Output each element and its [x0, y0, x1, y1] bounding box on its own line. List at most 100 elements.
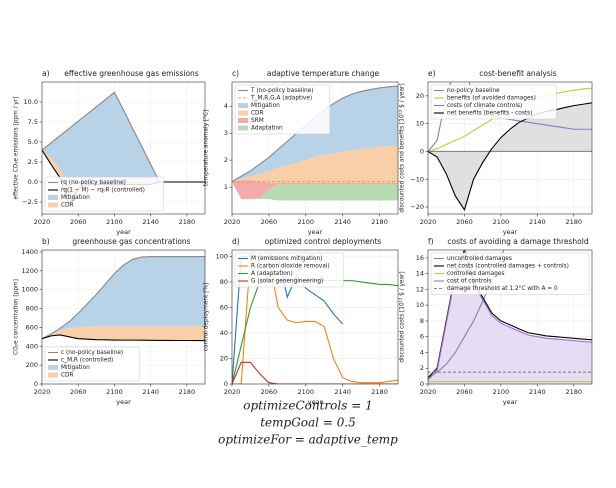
legend-box: [430, 252, 590, 295]
legend-label: net costs (controlled damages + controls…: [447, 264, 569, 270]
legend: M (emissions mitigation) R (carbon dioxid…: [234, 252, 344, 288]
area: [42, 92, 205, 182]
x-tick-label: 2020: [224, 218, 241, 226]
x-axis-label: year: [503, 398, 518, 406]
legend: c (no-policy baseline) c_M,R (controlled)…: [44, 346, 141, 382]
y-tick-label: 0: [34, 380, 38, 388]
axes-frame: [41, 249, 206, 385]
y-tick-label: −10: [410, 175, 424, 183]
legend-label: rq (no-policy baseline): [61, 180, 126, 186]
legend-label: M (emissions mitigation): [251, 256, 322, 262]
y-tick-label: 6: [420, 333, 424, 341]
x-tick-label: 2100: [493, 218, 510, 226]
y-tick-label: 100: [216, 252, 228, 260]
y-tick-label: 600: [26, 323, 38, 331]
legend-box: [234, 252, 344, 288]
line: [232, 361, 398, 384]
legend-label: Mitigation: [61, 365, 90, 371]
axes-frame: [231, 81, 399, 215]
panel-label: f): [428, 237, 434, 246]
y-tick-label: 40: [220, 329, 228, 337]
y-axis-label: temperature anomaly [°C]: [204, 110, 210, 187]
x-tick-label: 2100: [298, 388, 315, 396]
legend-swatch: [238, 110, 248, 116]
x-tick-label: 2020: [34, 218, 51, 226]
panel: a) effective greenhouse gas emissions year…: [14, 69, 206, 236]
y-tick-label: 10: [416, 301, 424, 309]
y-tick-label: 800: [26, 305, 38, 313]
x-tick-label: 2180: [179, 218, 196, 226]
panel-title: cost-benefit analysis: [479, 69, 557, 78]
area: [428, 102, 592, 210]
legend-label: Adaptation: [251, 126, 283, 132]
y-tick-label: 3: [224, 129, 228, 137]
legend-label: CDR: [251, 111, 264, 117]
area: [232, 180, 398, 200]
x-tick-label: 2100: [493, 388, 510, 396]
y-tick-label: 400: [26, 342, 38, 350]
legend-label: T_M,R,G,A (adaptive): [250, 96, 312, 102]
x-tick-label: 2060: [456, 388, 473, 396]
legend-label: R (carbon dioxide removal): [251, 264, 330, 270]
x-tick-label: 2140: [334, 218, 351, 226]
plot: [428, 82, 592, 212]
x-tick-label: 2140: [142, 218, 159, 226]
line: [428, 250, 505, 379]
legend-swatch: [48, 365, 58, 370]
legend-swatch: [238, 125, 248, 131]
x-tick-label: 2060: [261, 218, 278, 226]
x-tick-label: 2060: [456, 218, 473, 226]
panel-label: b): [42, 237, 50, 246]
y-tick-label: 7.5: [28, 118, 38, 126]
x-tick-label: 2180: [371, 388, 388, 396]
y-tick-label: 4: [224, 102, 228, 110]
legend-box: [44, 346, 141, 382]
x-axis-label: year: [308, 398, 323, 406]
y-tick-label: 5.0: [28, 138, 38, 146]
legend-label: Mitigation: [61, 195, 90, 201]
legend: uncontrolled damages net costs (controlle…: [430, 252, 590, 295]
y-tick-label: 0: [420, 147, 424, 155]
y-axis-label: control deployment [%]: [204, 283, 210, 351]
legend-label: cost of controls: [447, 279, 491, 285]
y-tick-label: 10.0: [24, 98, 38, 106]
panel-title: effective greenhouse gas emissions: [64, 69, 199, 78]
legend-label: no-policy baseline: [447, 88, 500, 94]
legend-swatch: [48, 372, 58, 378]
x-tick-label: 2140: [529, 218, 546, 226]
legend-label: benefits (of avoided damages): [447, 96, 536, 102]
y-tick-label: 1000: [21, 286, 38, 294]
x-axis-label: year: [116, 228, 131, 236]
x-tick-label: 2060: [70, 388, 87, 396]
line: [42, 256, 205, 340]
y-tick-label: 2: [420, 364, 424, 372]
legend-label: CDR: [61, 373, 74, 379]
legend-box: [430, 84, 557, 120]
y-tick-label: 8: [420, 317, 424, 325]
y-axis-label: discounted costs [10¹² $ / year]: [399, 271, 406, 362]
panel-label: c): [232, 69, 239, 78]
panel: d) optimized control deployments year contr…: [204, 237, 399, 406]
legend-label: CDR: [61, 203, 74, 209]
x-tick-label: 2180: [566, 218, 583, 226]
axes-frame: [41, 81, 206, 215]
plot: [42, 256, 205, 342]
area: [232, 145, 398, 184]
line: [428, 102, 592, 212]
legend-label: Mitigation: [251, 103, 280, 109]
x-tick-label: 2140: [334, 388, 351, 396]
legend-label: c_M,R (controlled): [61, 358, 113, 364]
panel-label: a): [42, 69, 50, 78]
caption: optimizeControls = 1: [243, 399, 372, 413]
y-tick-label: 14: [416, 270, 424, 278]
x-tick-label: 2060: [70, 218, 87, 226]
line: [428, 82, 592, 152]
y-tick-label: 0: [420, 380, 424, 388]
y-tick-label: −2.5: [22, 198, 38, 206]
y-tick-label: 20: [416, 92, 424, 100]
panel-label: e): [428, 69, 436, 78]
panel: e) cost-benefit analysis year discounted co…: [399, 69, 593, 236]
